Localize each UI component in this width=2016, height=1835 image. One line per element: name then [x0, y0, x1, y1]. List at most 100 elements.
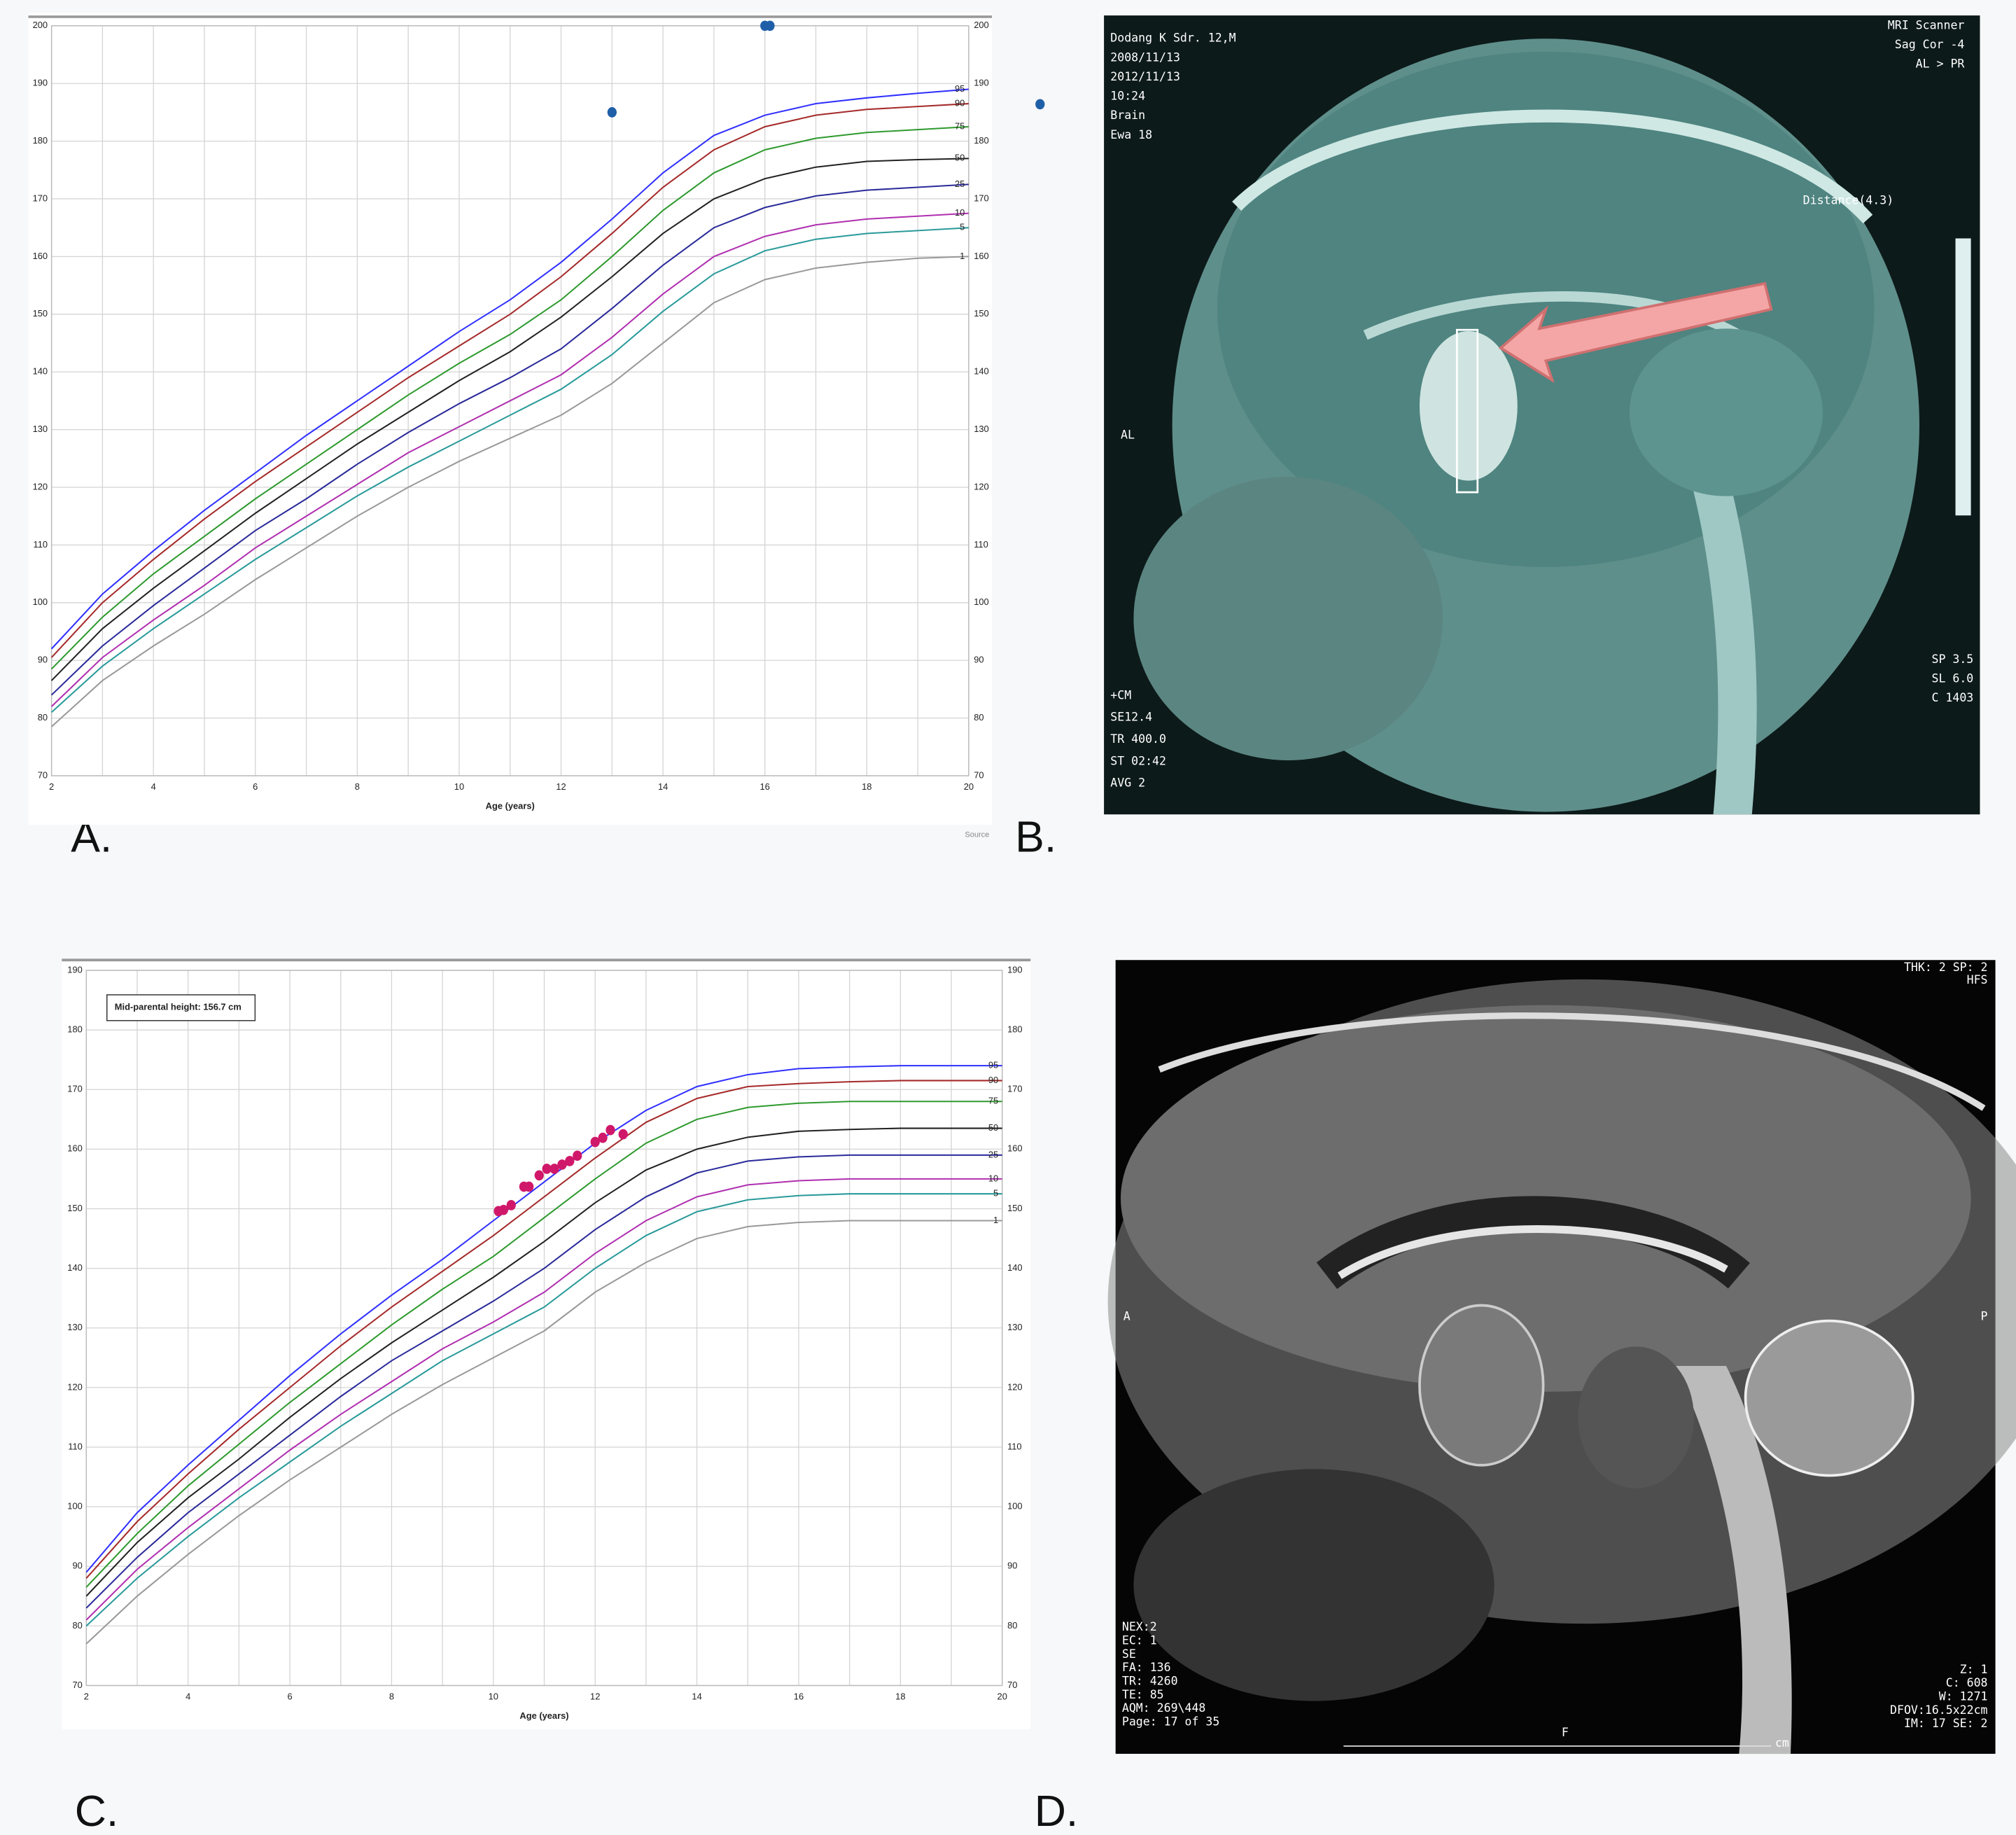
mri-text: Dodang K Sdr. 12,M: [1110, 32, 1236, 45]
y-tick-label-right: 180: [1007, 1024, 1022, 1034]
mri-text: Brain: [1110, 109, 1145, 122]
mri-text: Z: 1: [1960, 1663, 1988, 1676]
mri-text: cm: [1775, 1736, 1789, 1750]
x-tick-label: 10: [489, 1691, 498, 1701]
x-tick-label: 6: [287, 1691, 292, 1701]
measurement-point: [765, 20, 774, 31]
x-tick-label: 4: [186, 1691, 190, 1701]
y-tick-label: 180: [67, 1024, 82, 1034]
mri-text: W: 1271: [1939, 1690, 1988, 1703]
annotation: Mid-parental height: 156.7 cm: [115, 1002, 241, 1012]
y-tick-label-right: 160: [1007, 1143, 1022, 1154]
y-tick-label-right: 70: [974, 769, 983, 780]
y-tick-label: 170: [67, 1084, 82, 1094]
y-tick-label-right: 120: [974, 481, 988, 491]
percentile-label: 5: [960, 222, 965, 232]
y-tick-label: 180: [33, 135, 48, 146]
mri-text: P: [1981, 1310, 1988, 1323]
y-tick-label-right: 110: [974, 539, 988, 550]
y-tick-label: 80: [72, 1620, 82, 1631]
x-tick-label: 18: [862, 781, 872, 792]
y-tick-label: 80: [38, 712, 48, 723]
y-tick-label-right: 150: [974, 308, 988, 319]
y-tick-label: 130: [67, 1322, 82, 1332]
y-tick-label: 140: [33, 366, 48, 377]
mri-text: TR 400.0: [1110, 732, 1166, 746]
x-tick-label: 4: [151, 781, 156, 792]
y-tick-label-right: 80: [1007, 1620, 1017, 1631]
percentile-label: 5: [993, 1188, 998, 1199]
y-tick-label-right: 110: [1007, 1441, 1022, 1451]
mri-text: Distance(4.3): [1803, 194, 1894, 207]
y-tick-label: 160: [67, 1143, 82, 1154]
x-tick-label: 12: [556, 781, 566, 792]
x-tick-label: 20: [997, 1691, 1007, 1701]
x-tick-label: 16: [794, 1691, 804, 1701]
measurement-point: [619, 1129, 628, 1140]
x-tick-label: 12: [590, 1691, 600, 1701]
y-tick-label-right: 170: [1007, 1084, 1022, 1094]
x-tick-label: 10: [454, 781, 464, 792]
y-tick-label-right: 200: [974, 20, 988, 30]
panel-label: D.: [1035, 1787, 1079, 1835]
y-tick-label: 150: [33, 308, 48, 319]
percentile-label: 75: [988, 1096, 998, 1106]
percentile-label: 1: [960, 251, 965, 261]
x-tick-label: 18: [895, 1691, 905, 1701]
mri-text: IM: 17 SE: 2: [1904, 1717, 1988, 1730]
mri-text: 2012/11/13: [1110, 70, 1180, 83]
mri-text: AL > PR: [1916, 57, 1965, 71]
mri-text: C: 608: [1946, 1676, 1988, 1689]
x-tick-label: 6: [253, 781, 258, 792]
x-tick-label: 8: [355, 781, 360, 792]
y-tick-label: 110: [68, 1441, 83, 1451]
mri-text: AL: [1121, 428, 1135, 442]
mri-text: +CM: [1110, 688, 1131, 702]
x-axis-label: Age (years): [486, 801, 535, 811]
y-tick-label: 90: [72, 1561, 82, 1571]
x-tick-label: 2: [84, 1691, 89, 1701]
y-tick-label: 140: [67, 1262, 82, 1273]
y-tick-label: 120: [33, 481, 48, 491]
y-tick-label: 170: [33, 193, 48, 203]
percentile-label: 50: [988, 1122, 998, 1133]
measurement-point: [1035, 99, 1044, 110]
y-tick-label-right: 80: [974, 712, 983, 723]
mri-text: 10:24: [1110, 90, 1145, 103]
mri-text: A: [1124, 1310, 1130, 1323]
x-tick-label: 14: [692, 1691, 701, 1701]
panel-label: B.: [1015, 813, 1056, 862]
panel-label: C.: [75, 1787, 119, 1835]
measurement-point: [573, 1150, 582, 1161]
percentile-label: 75: [955, 120, 965, 131]
measurement-point: [507, 1200, 516, 1210]
percentile-label: 1: [993, 1215, 998, 1225]
mri-text: THK: 2 SP: 2: [1904, 961, 1988, 974]
y-tick-label-right: 140: [974, 366, 988, 377]
x-tick-label: 20: [964, 781, 974, 792]
mri-text: NEX:2: [1122, 1620, 1157, 1633]
percentile-label: 90: [988, 1075, 998, 1085]
percentile-label: 95: [955, 83, 965, 94]
y-tick-label: 190: [33, 78, 48, 88]
mri-text: F: [1562, 1726, 1569, 1739]
page: html,body{margin:0;padding:0;background:…: [0, 0, 2016, 1835]
x-tick-label: 2: [49, 781, 54, 792]
y-tick-label: 190: [67, 964, 82, 975]
measurement-point: [606, 1125, 615, 1136]
y-tick-label-right: 180: [974, 135, 988, 146]
y-tick-label-right: 90: [974, 655, 983, 665]
x-tick-label: 16: [760, 781, 770, 792]
mri-text: Page: 17 of 35: [1122, 1715, 1219, 1728]
body: {"chart_data":[ {"type":"line","x_label"…: [0, 0, 2016, 1835]
percentile-label: 10: [988, 1173, 998, 1183]
y-tick-label-right: 140: [1007, 1262, 1022, 1273]
measurement-point: [524, 1182, 533, 1192]
y-tick-label: 130: [33, 424, 48, 434]
y-tick-label: 100: [67, 1501, 82, 1512]
mri-text: HFS: [1967, 973, 1988, 986]
y-tick-label-right: 70: [1007, 1680, 1017, 1690]
measurement-point: [565, 1156, 574, 1166]
y-tick-label-right: 130: [1007, 1322, 1022, 1332]
